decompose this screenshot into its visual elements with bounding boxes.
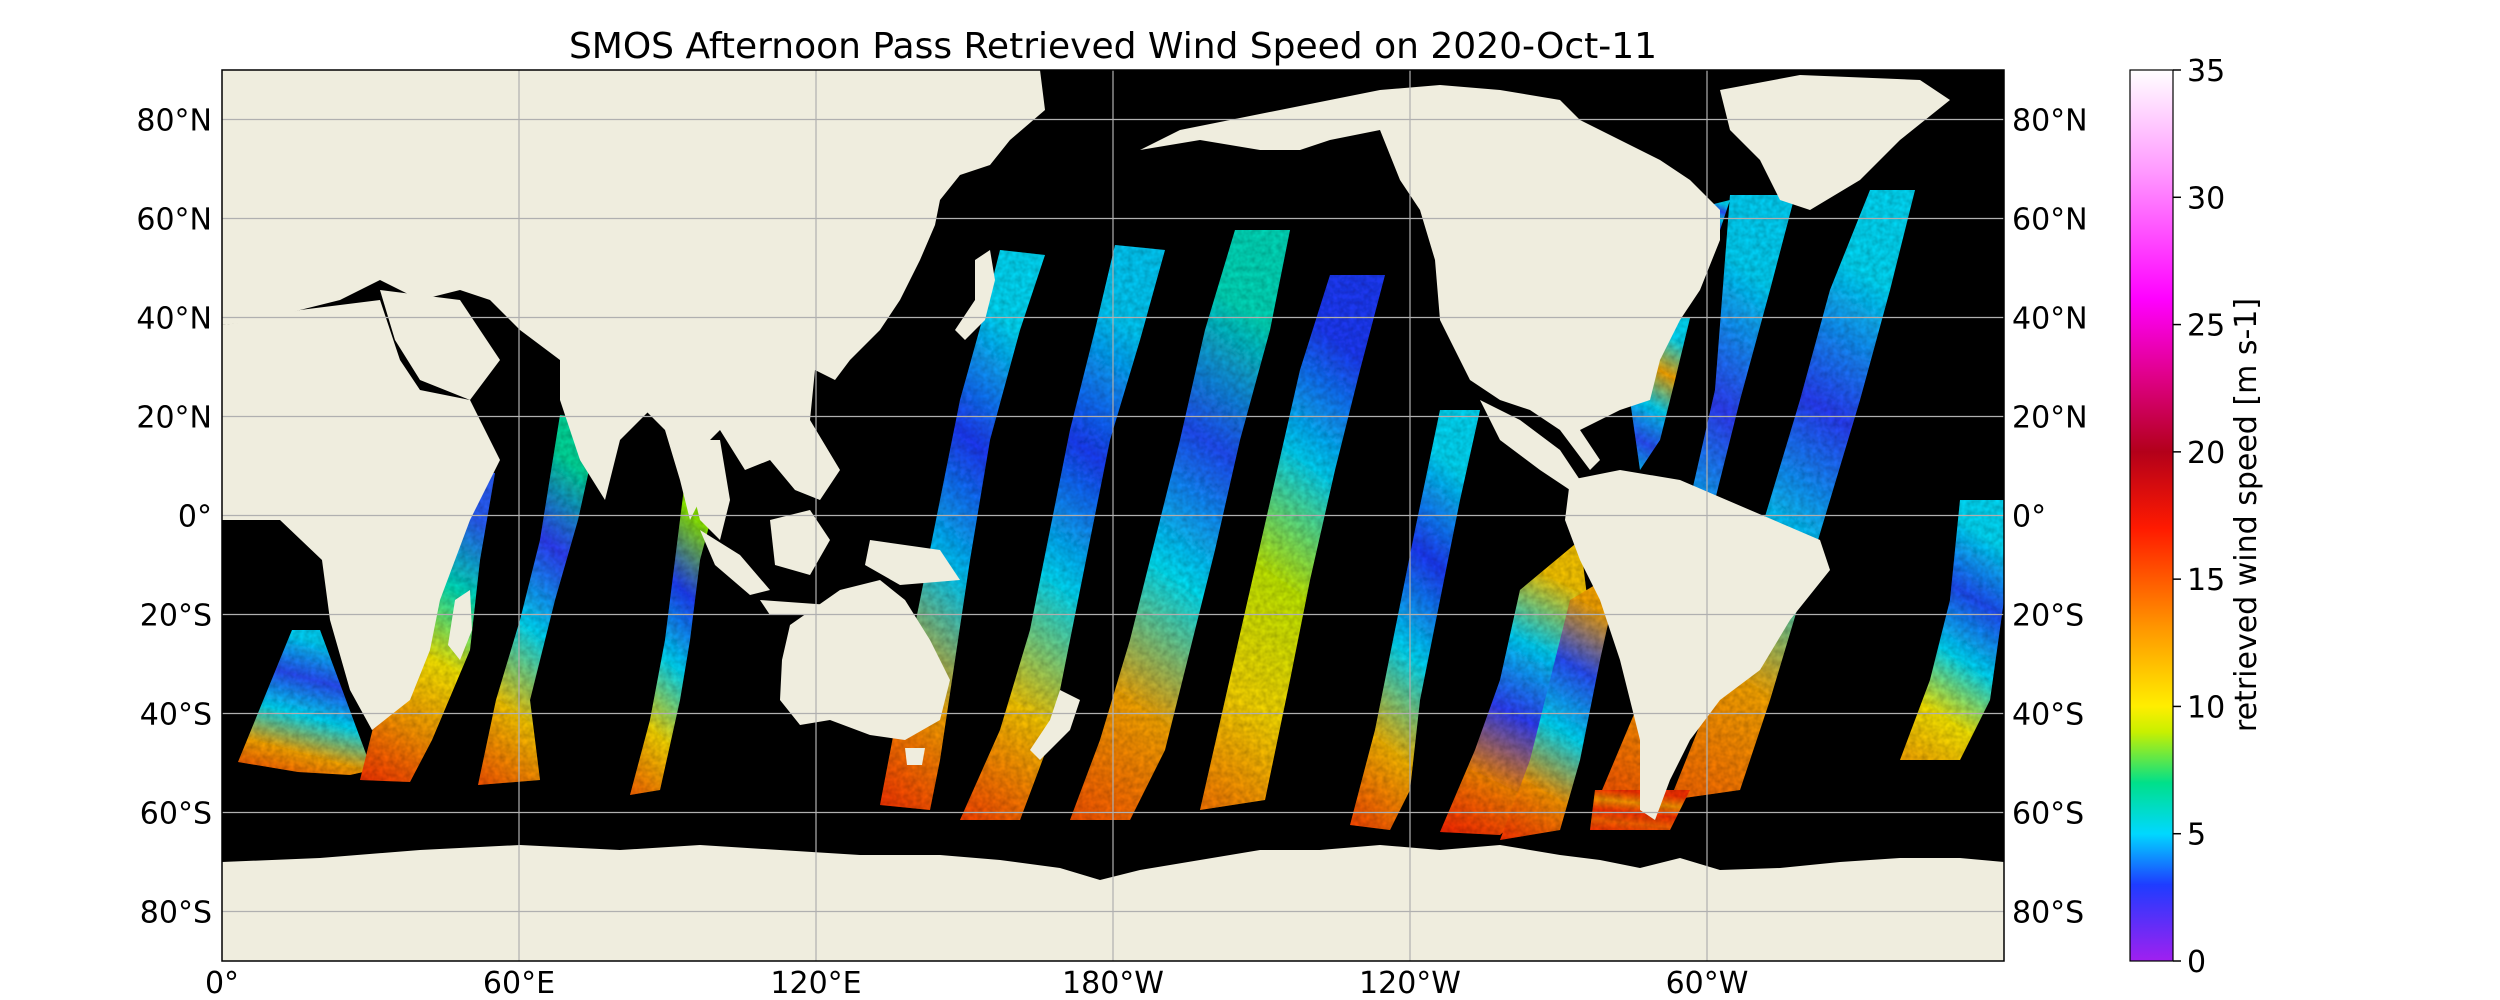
lon-tick-label: 120°W	[1359, 966, 1461, 1000]
colorbar-tick-label: 20	[2187, 436, 2225, 471]
lat-tick-label-left: 80°N	[136, 104, 212, 139]
map-title: SMOS Afternoon Pass Retrieved Wind Speed…	[569, 26, 1657, 67]
land-india	[560, 340, 660, 500]
colorbar-tick-label: 25	[2187, 309, 2225, 344]
swath-6	[960, 245, 1165, 820]
lon-labels: 0° 60°E 120°E 180°W 120°W 60°W	[205, 966, 1748, 1000]
lat-tick-label-right: 80°S	[2012, 896, 2084, 931]
swath-10	[1440, 540, 1590, 835]
lat-tick-label-right: 40°S	[2012, 698, 2084, 733]
colorbar-tick-label: 10	[2187, 690, 2225, 725]
land-north-america	[1140, 85, 1720, 470]
map-frame	[221, 69, 2005, 962]
map-panel	[222, 70, 2004, 961]
land-greenland	[1720, 75, 1950, 210]
land-guinea	[865, 540, 960, 585]
lon-tick-label: 60°E	[483, 966, 555, 1000]
lat-labels-left: 80°N 60°N 40°N 20°N 0° 20°S 40°S 60°S 80°S	[136, 104, 212, 931]
land-australia	[780, 580, 950, 740]
swath-7	[1070, 230, 1290, 820]
swath-4	[630, 480, 720, 795]
colorbar-label: retrieved wind speed [m s-1]	[2229, 298, 2264, 732]
colorbar-tick-label: 0	[2187, 945, 2206, 980]
lat-tick-label-left: 60°N	[136, 203, 212, 238]
swath-8	[1200, 275, 1385, 810]
lat-tick-label-right: 80°N	[2012, 104, 2088, 139]
lat-tick-label-right: 40°N	[2012, 302, 2088, 337]
swath-11	[1500, 570, 1620, 840]
lat-tick-label-right: 60°N	[2012, 203, 2088, 238]
land-eurasia	[222, 70, 1045, 520]
colorbar-tick-label: 5	[2187, 818, 2206, 853]
lat-tick-label-left: 0°	[178, 500, 212, 535]
lat-tick-label-left: 20°N	[136, 401, 212, 436]
lat-tick-label-left: 60°S	[140, 797, 212, 832]
lat-tick-label-left: 20°S	[140, 599, 212, 634]
lat-tick-label-right: 20°S	[2012, 599, 2084, 634]
lat-labels-right: 80°N 60°N 40°N 20°N 0° 20°S 40°S 60°S 80°S	[2012, 104, 2088, 931]
colorbar: 0 5 10 15 20 25 30 35 retrieved wind speed [m s…	[2129, 54, 2264, 980]
land-madagascar	[448, 590, 472, 660]
land-borneo	[770, 510, 830, 575]
colorbar-ticks: 0 5 10 15 20 25 30 35	[2173, 54, 2225, 980]
swath-1	[238, 630, 372, 775]
swath-3	[478, 415, 600, 785]
colorbar-tick-label: 35	[2187, 54, 2225, 89]
lat-tick-label-right: 0°	[2012, 500, 2046, 535]
lat-tick-label-left: 40°S	[140, 698, 212, 733]
gridlines	[222, 70, 2004, 961]
lon-tick-label: 60°W	[1666, 966, 1749, 1000]
colorbar-tick-label: 30	[2187, 181, 2225, 216]
lat-tick-label-right: 60°S	[2012, 797, 2084, 832]
lon-tick-label: 0°	[205, 966, 239, 1000]
land-south-america	[1565, 470, 1830, 820]
swath-15	[1900, 500, 2004, 760]
lat-tick-label-left: 80°S	[140, 896, 212, 931]
land-tasmania	[905, 748, 925, 765]
colorbar-ramp	[2129, 69, 2174, 962]
lon-tick-label: 180°W	[1062, 966, 1164, 1000]
land-central-america	[1480, 400, 1580, 490]
lon-tick-label: 120°E	[770, 966, 861, 1000]
lat-tick-label-right: 20°N	[2012, 401, 2088, 436]
lat-tick-label-left: 40°N	[136, 302, 212, 337]
colorbar-tick-label: 15	[2187, 563, 2225, 598]
land-new-zealand	[1030, 690, 1080, 760]
land-sumatra	[700, 530, 770, 595]
